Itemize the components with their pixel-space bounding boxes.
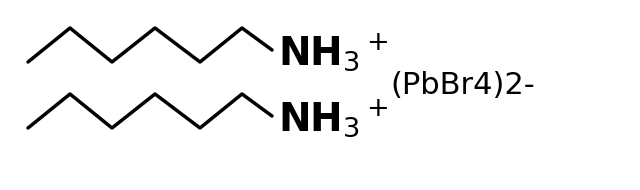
Text: NH$_3$$^+$: NH$_3$$^+$: [278, 31, 388, 73]
Text: (PbBr4)2-: (PbBr4)2-: [390, 70, 535, 100]
Text: NH$_3$$^+$: NH$_3$$^+$: [278, 97, 388, 139]
